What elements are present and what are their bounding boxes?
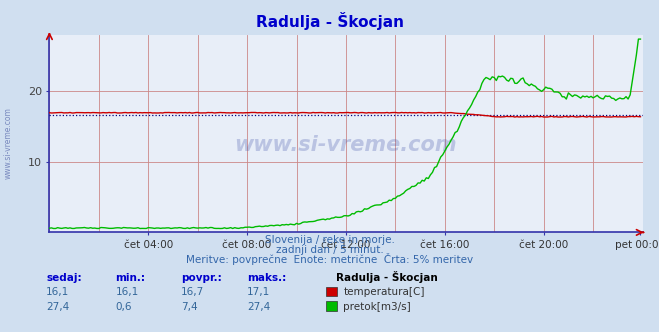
Text: pretok[m3/s]: pretok[m3/s] — [343, 302, 411, 312]
Text: 17,1: 17,1 — [247, 288, 270, 297]
Text: 16,7: 16,7 — [181, 288, 204, 297]
Text: 0,6: 0,6 — [115, 302, 132, 312]
Text: 27,4: 27,4 — [247, 302, 270, 312]
Text: 27,4: 27,4 — [46, 302, 69, 312]
Text: 16,1: 16,1 — [115, 288, 138, 297]
Text: temperatura[C]: temperatura[C] — [343, 288, 425, 297]
Text: povpr.:: povpr.: — [181, 273, 222, 283]
Text: 7,4: 7,4 — [181, 302, 198, 312]
Text: Slovenija / reke in morje.: Slovenija / reke in morje. — [264, 235, 395, 245]
Text: maks.:: maks.: — [247, 273, 287, 283]
Text: Meritve: povprečne  Enote: metrične  Črta: 5% meritev: Meritve: povprečne Enote: metrične Črta:… — [186, 253, 473, 265]
Text: sedaj:: sedaj: — [46, 273, 82, 283]
Text: Radulja - Škocjan: Radulja - Škocjan — [336, 271, 438, 283]
Text: min.:: min.: — [115, 273, 146, 283]
Text: zadnji dan / 5 minut.: zadnji dan / 5 minut. — [275, 245, 384, 255]
Text: www.si-vreme.com: www.si-vreme.com — [235, 135, 457, 155]
Text: 16,1: 16,1 — [46, 288, 69, 297]
Text: Radulja - Škocjan: Radulja - Škocjan — [256, 12, 403, 30]
Text: www.si-vreme.com: www.si-vreme.com — [3, 107, 13, 179]
